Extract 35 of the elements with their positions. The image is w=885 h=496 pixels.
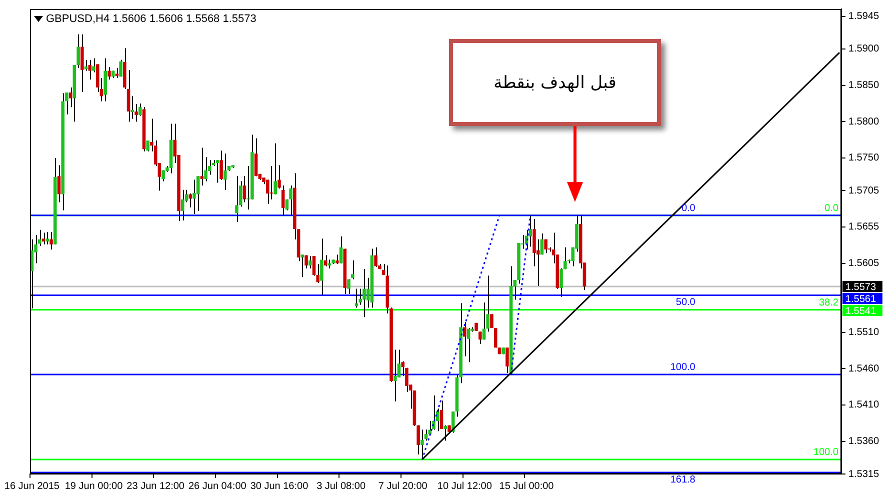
annotation: 50.0 [676, 297, 696, 308]
annotation: 38.2 [818, 298, 839, 309]
y-tick-label: 1.5945 [848, 11, 880, 22]
x-tick-label: 26 Jun 04:00 [188, 480, 247, 492]
y-tick-label: 1.5410 [848, 400, 880, 411]
x-tick-label: 3 Jul 08:00 [316, 480, 366, 492]
annotation: 0.0 [681, 203, 696, 214]
y-tick-label: 1.5510 [848, 327, 880, 338]
annotation: قبل الهدف بنقطة [494, 72, 616, 92]
y-tick-label: 1.5360 [848, 436, 880, 448]
x-tick-label: 23 Jun 12:00 [126, 480, 185, 492]
callout-box: قبل الهدف بنقطة [449, 39, 661, 126]
annotation: 100.0 [670, 362, 696, 374]
y-tick-label: 1.5900 [848, 44, 880, 55]
x-tick-label: 30 Jun 16:00 [250, 480, 309, 492]
annotation: 0.0 [824, 203, 839, 214]
x-tick-label: 16 Jun 2015 [4, 480, 60, 492]
chart-title: GBPUSD,H4 1.5606 1.5606 1.5568 1.5573 [46, 13, 256, 26]
ref-line-label: 1.5541 [845, 306, 876, 317]
y-tick-label: 1.5800 [848, 116, 880, 128]
y-tick-label: 1.5460 [848, 363, 880, 374]
ref-line-label: 1.5561 [845, 294, 876, 305]
x-tick-label: 10 Jul 12:00 [437, 480, 492, 492]
x-tick-label: 19 Jun 00:00 [64, 480, 124, 492]
x-tick-label: 7 Jul 20:00 [378, 480, 428, 492]
annotation: 161.8 [670, 474, 696, 486]
y-tick-label: 1.5705 [848, 185, 880, 196]
y-tick-label: 1.5750 [848, 152, 880, 164]
y-tick-label: 1.5850 [848, 80, 880, 92]
y-tick-label: 1.5605 [848, 258, 880, 270]
annotation: 100.0 [813, 447, 839, 458]
ref-line-label: 1.5573 [845, 282, 876, 293]
x-tick-label: 15 Jul 00:00 [499, 480, 554, 492]
y-tick-label: 1.5655 [848, 222, 880, 233]
y-tick-label: 1.5315 [848, 468, 880, 480]
